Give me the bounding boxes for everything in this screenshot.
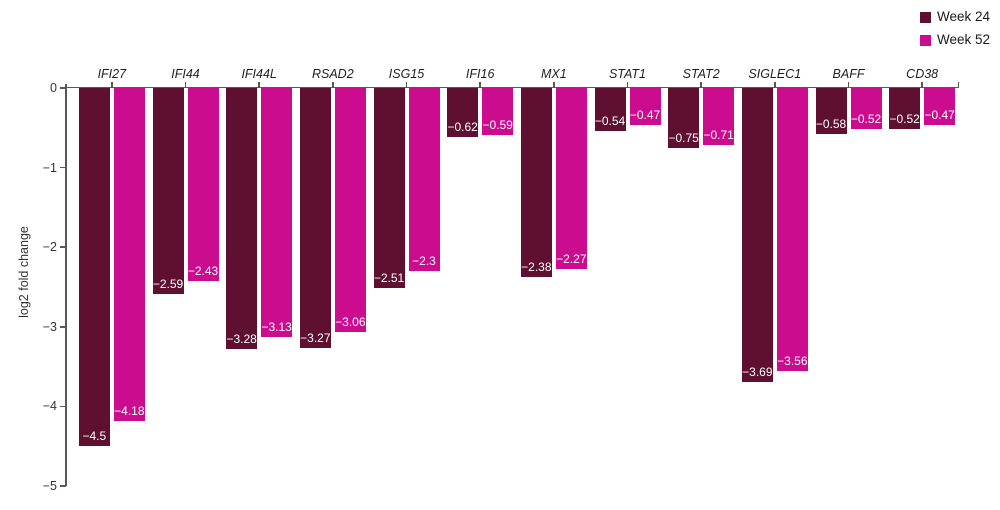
bar-value-label: −2.43: [187, 264, 219, 279]
bar-value-label: −3.13: [261, 320, 292, 335]
zero-baseline: [66, 86, 959, 88]
legend-label-week52: Week 52: [936, 32, 990, 47]
y-axis-tick: [60, 485, 66, 487]
bar-week52-stat1: −0.47: [629, 88, 661, 126]
bar-value-label: −2.59: [152, 277, 184, 292]
bar-week24-mx1: −2.38: [520, 88, 552, 278]
bar-value-label: −3.27: [300, 331, 331, 346]
bar-value-label: −0.62: [447, 120, 478, 135]
y-tick-label: 0: [50, 81, 57, 95]
y-tick-label: −2: [42, 240, 57, 255]
category-label-cd38: CD38: [906, 67, 939, 81]
bar-week24-rsad2: −3.27: [299, 88, 331, 349]
bar-value-label: −4.5: [82, 429, 107, 444]
bar-value-label: −0.52: [889, 112, 920, 127]
group-tick-mx1: [553, 81, 555, 87]
bar-value-label: −0.52: [850, 112, 882, 127]
bar-value-label: −0.58: [815, 117, 847, 132]
group-tick-isg15: [405, 81, 408, 87]
group-tick-ifi44l: [258, 81, 260, 87]
bar-week24-ifi44: −2.59: [152, 88, 184, 295]
legend-swatch-week24: [919, 11, 931, 23]
category-label-ifi44: IFI44: [171, 67, 200, 81]
legend: Week 24 Week 52: [919, 9, 990, 47]
group-tick-baff: [847, 81, 850, 87]
category-label-baff: BAFF: [832, 67, 865, 81]
group-tick-stat2: [700, 81, 702, 87]
bar-week52-mx1: −2.27: [555, 88, 587, 269]
legend-swatch-week52: [919, 34, 931, 46]
y-axis-tick: [60, 326, 66, 328]
bar-value-label: −3.69: [742, 364, 773, 379]
bar-week52-ifi44l: −3.13: [261, 88, 293, 338]
category-label-ifi16: IFI16: [465, 67, 495, 81]
bar-week52-rsad2: −3.06: [334, 88, 366, 332]
group-tick-siglec1: [774, 81, 776, 87]
y-axis-tick: [60, 87, 66, 89]
bar-week52-ifi44: −2.43: [187, 88, 219, 282]
bar-value-label: −3.28: [226, 332, 257, 347]
bar-week52-stat2: −0.71: [703, 88, 735, 145]
bar-value-label: −0.47: [924, 108, 955, 123]
bar-value-label: −0.75: [668, 130, 699, 145]
bar-week24-siglec1: −3.69: [741, 88, 773, 382]
legend-label-week24: Week 24: [936, 9, 990, 24]
group-tick-ifi44: [184, 81, 187, 87]
bar-value-label: −2.38: [521, 260, 552, 275]
group-tick-ifi16: [479, 81, 481, 87]
bar-value-label: −0.47: [629, 108, 661, 123]
bar-week24-isg15: −2.51: [373, 88, 405, 288]
bar-week24-ifi16: −0.62: [447, 88, 479, 138]
y-tick-label: −3: [42, 319, 57, 334]
bar-week52-cd38: −0.47: [924, 88, 956, 126]
bar-week52-ifi16: −0.59: [482, 88, 514, 135]
bar-week52-siglec1: −3.56: [776, 88, 808, 372]
bar-value-label: −0.71: [703, 127, 734, 142]
bar-value-label: −2.27: [556, 251, 587, 266]
legend-item-week52: Week 52: [919, 32, 990, 47]
group-tick-rsad2: [332, 81, 334, 87]
category-label-rsad2: RSAD2: [311, 67, 354, 81]
bar-value-label: −3.56: [777, 354, 808, 369]
bar-week52-baff: −0.52: [850, 88, 882, 130]
y-tick-label: −4: [42, 399, 57, 414]
y-tick-label: −5: [42, 479, 57, 493]
category-label-stat2: STAT2: [682, 67, 720, 81]
bar-week24-baff: −0.58: [815, 88, 847, 135]
category-label-ifi44l: IFI44L: [241, 67, 277, 81]
bar-value-label: −2.3: [412, 254, 436, 269]
bar-week24-stat1: −0.54: [594, 88, 626, 131]
group-tick-stat1: [626, 81, 629, 87]
category-label-isg15: ISG15: [388, 67, 425, 81]
bar-value-label: −0.59: [482, 117, 513, 132]
bar-week52-ifi27: −4.18: [113, 88, 145, 421]
category-label-siglec1: SIGLEC1: [748, 67, 802, 81]
bar-week24-ifi44l: −3.28: [226, 88, 258, 350]
bar-week24-cd38: −0.52: [889, 88, 921, 130]
category-label-mx1: MX1: [540, 67, 567, 81]
group-tick-ifi27: [111, 81, 113, 87]
bar-value-label: −2.51: [373, 270, 405, 285]
bar-value-label: −4.18: [114, 403, 145, 418]
y-axis-line: [65, 84, 67, 486]
bar-week24-ifi27: −4.5: [78, 88, 110, 447]
category-label-stat1: STAT1: [608, 67, 647, 81]
y-axis-tick: [60, 166, 66, 169]
y-axis-tick: [60, 246, 66, 248]
bar-value-label: −0.54: [594, 113, 626, 128]
group-tick-cd38: [921, 81, 923, 87]
bar-week52-isg15: −2.3: [408, 88, 440, 272]
y-tick-label: −1: [42, 160, 57, 175]
category-label-ifi27: IFI27: [97, 67, 127, 81]
axis-end-tick: [957, 81, 959, 87]
legend-item-week24: Week 24: [919, 9, 990, 24]
y-axis-tick: [60, 405, 66, 408]
bar-value-label: −3.06: [335, 314, 366, 329]
bar-week24-stat2: −0.75: [668, 88, 700, 148]
